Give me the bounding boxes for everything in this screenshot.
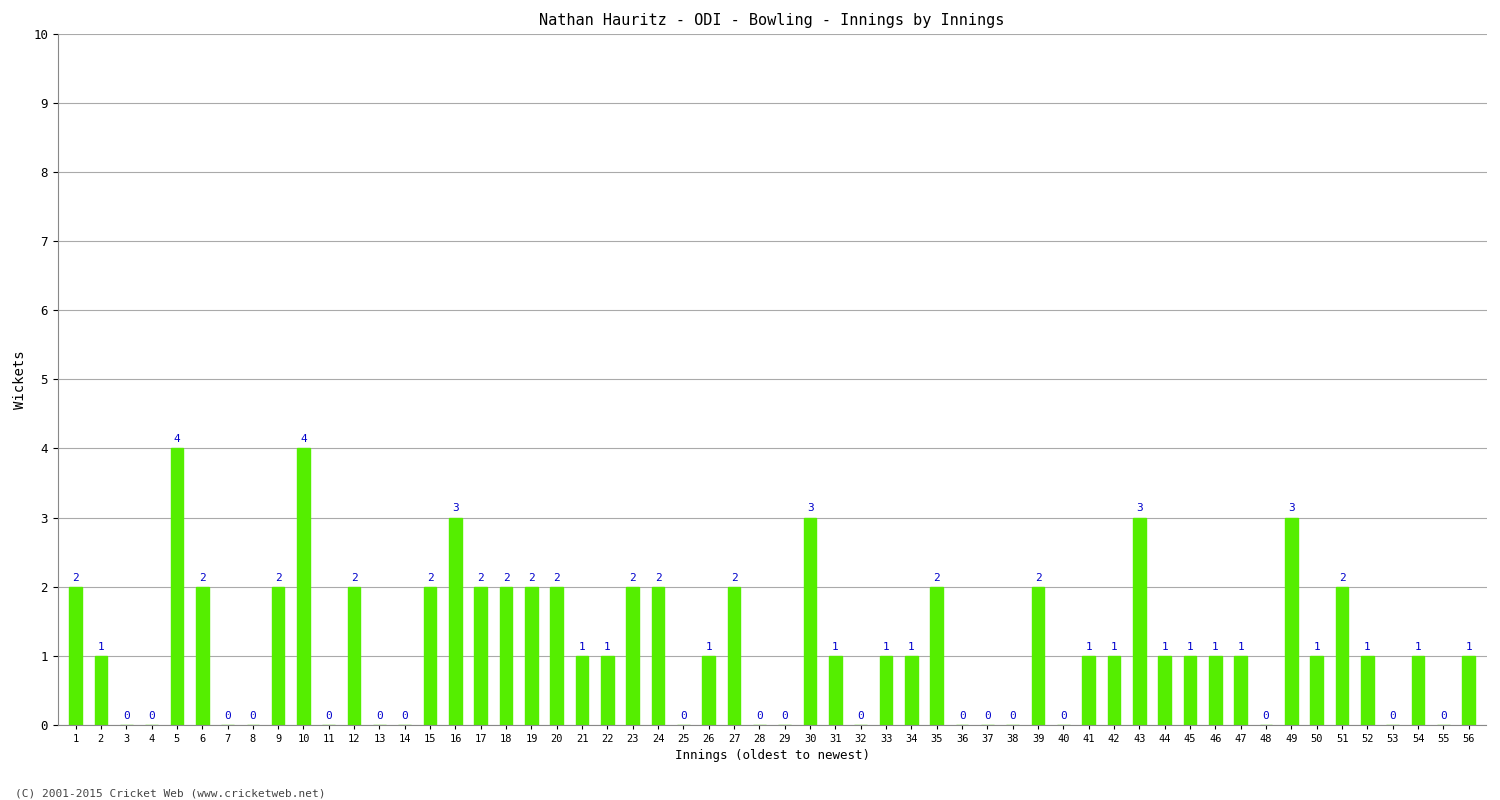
Text: 0: 0 [1440,710,1448,721]
Bar [1311,656,1323,725]
Bar [297,449,310,725]
Bar [348,586,360,725]
Text: 2: 2 [730,573,738,582]
Bar [272,586,285,725]
Text: 2: 2 [656,573,662,582]
Bar [1336,586,1348,725]
Bar [804,518,816,725]
Bar [196,586,208,725]
Text: 0: 0 [680,710,687,721]
Bar [94,656,106,725]
Bar [1083,656,1095,725]
Bar [1032,586,1044,725]
Bar [448,518,462,725]
Bar [728,586,741,725]
Bar [424,586,436,725]
Bar [1286,518,1298,725]
Text: 1: 1 [1161,642,1168,652]
Text: 2: 2 [477,573,484,582]
Bar [702,656,715,725]
Text: 0: 0 [123,710,129,721]
Bar [525,586,538,725]
Text: 1: 1 [1314,642,1320,652]
Text: 2: 2 [200,573,206,582]
Text: 0: 0 [402,710,408,721]
Text: 3: 3 [452,503,459,514]
Text: 1: 1 [1086,642,1092,652]
Text: 4: 4 [174,434,180,444]
Text: 0: 0 [782,710,788,721]
Text: 2: 2 [503,573,510,582]
Text: 3: 3 [1288,503,1294,514]
Text: 2: 2 [933,573,940,582]
Text: 1: 1 [1238,642,1244,652]
Bar [830,656,842,725]
Text: 0: 0 [858,710,864,721]
X-axis label: Innings (oldest to newest): Innings (oldest to newest) [675,750,870,762]
Bar [1108,656,1120,725]
Text: 0: 0 [224,710,231,721]
Text: 3: 3 [807,503,813,514]
Bar [1462,656,1474,725]
Text: 0: 0 [376,710,382,721]
Text: 0: 0 [1389,710,1396,721]
Text: 1: 1 [1414,642,1422,652]
Bar [930,586,944,725]
Text: 4: 4 [300,434,307,444]
Text: 0: 0 [249,710,256,721]
Text: 0: 0 [1060,710,1066,721]
Text: 1: 1 [833,642,839,652]
Text: 0: 0 [756,710,764,721]
Text: 1: 1 [604,642,610,652]
Bar [627,586,639,725]
Bar [550,586,562,725]
Bar [904,656,918,725]
Bar [500,586,513,725]
Text: 2: 2 [351,573,357,582]
Text: (C) 2001-2015 Cricket Web (www.cricketweb.net): (C) 2001-2015 Cricket Web (www.cricketwe… [15,788,326,798]
Bar [1209,656,1222,725]
Text: 2: 2 [72,573,80,582]
Title: Nathan Hauritz - ODI - Bowling - Innings by Innings: Nathan Hauritz - ODI - Bowling - Innings… [540,14,1005,29]
Bar [880,656,892,725]
Text: 0: 0 [326,710,332,721]
Text: 0: 0 [1263,710,1269,721]
Text: 0: 0 [958,710,966,721]
Text: 1: 1 [1186,642,1194,652]
Text: 1: 1 [1110,642,1118,652]
Bar [1360,656,1374,725]
Text: 2: 2 [1338,573,1346,582]
Text: 2: 2 [630,573,636,582]
Text: 0: 0 [148,710,154,721]
Text: 3: 3 [1136,503,1143,514]
Text: 1: 1 [705,642,712,652]
Bar [474,586,488,725]
Bar [1412,656,1425,725]
Text: 0: 0 [984,710,992,721]
Text: 1: 1 [908,642,915,652]
Bar [652,586,664,725]
Text: 2: 2 [427,573,433,582]
Bar [602,656,613,725]
Text: 1: 1 [579,642,585,652]
Bar [69,586,82,725]
Text: 2: 2 [274,573,282,582]
Text: 2: 2 [1035,573,1041,582]
Text: 1: 1 [884,642,890,652]
Bar [1132,518,1146,725]
Bar [1184,656,1197,725]
Y-axis label: Wickets: Wickets [13,350,27,409]
Text: 1: 1 [1364,642,1371,652]
Text: 1: 1 [1466,642,1472,652]
Text: 1: 1 [1212,642,1219,652]
Text: 2: 2 [554,573,560,582]
Bar [576,656,588,725]
Text: 0: 0 [1010,710,1016,721]
Bar [1234,656,1246,725]
Bar [1158,656,1172,725]
Text: 1: 1 [98,642,104,652]
Text: 2: 2 [528,573,536,582]
Bar [171,449,183,725]
